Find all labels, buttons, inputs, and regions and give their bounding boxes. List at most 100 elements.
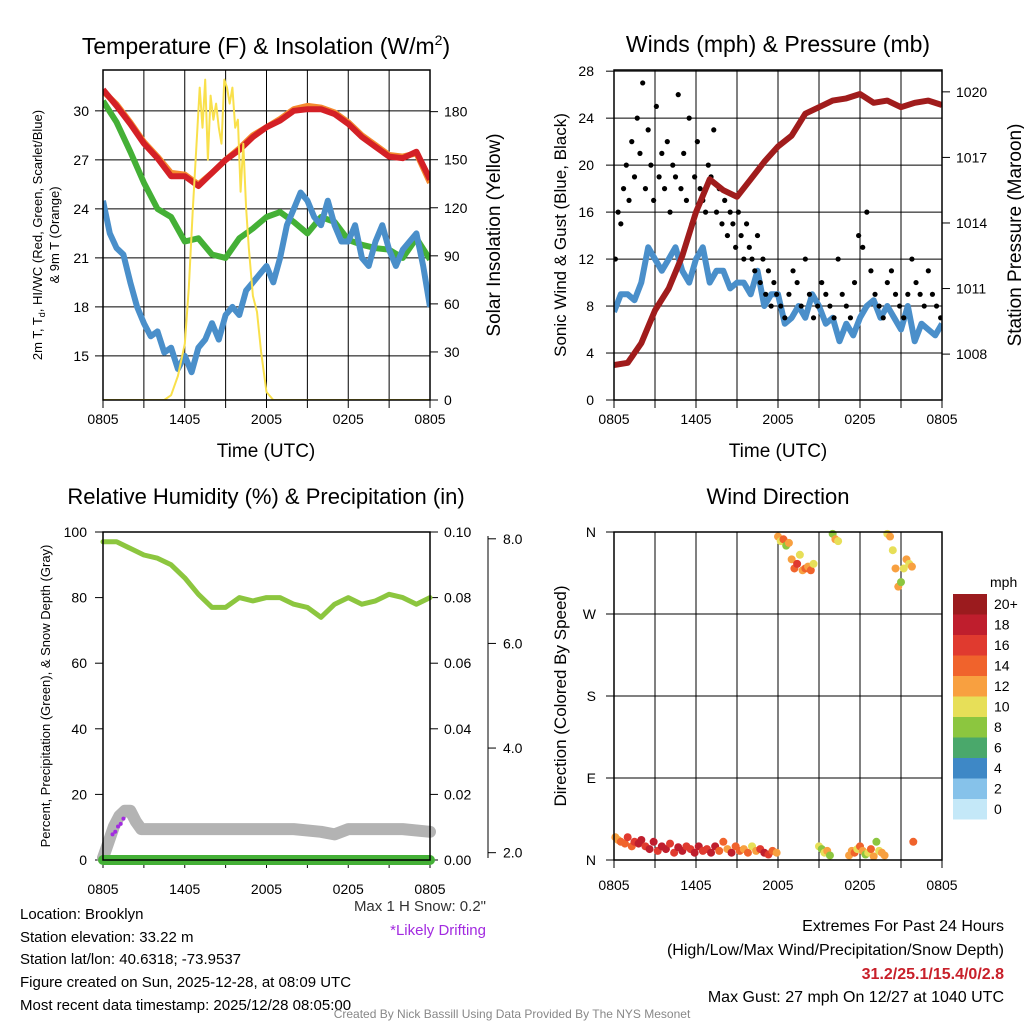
- y2-tick-label: 1020: [956, 84, 987, 100]
- info-latlon: Station lat/lon: 40.6318; -73.9537: [20, 951, 242, 968]
- direction-point: [886, 532, 895, 541]
- y-tick-label: 16: [578, 204, 594, 220]
- y-tick-label: S: [587, 688, 596, 704]
- gust-point: [905, 291, 911, 297]
- gust-point: [810, 315, 817, 321]
- direction-point: [772, 848, 781, 857]
- gust-point: [917, 291, 923, 297]
- gust-point: [713, 209, 720, 215]
- direction-point: [899, 564, 908, 573]
- direction-point: [649, 837, 658, 846]
- series-2m-t: [103, 87, 430, 189]
- y-tick-label: 15: [73, 348, 89, 364]
- gust-point: [642, 186, 649, 192]
- x-tick-label: 0205: [333, 411, 364, 427]
- y-tick-label: 0: [586, 392, 594, 408]
- gust-point: [692, 174, 698, 180]
- info-location: Location: Brooklyn: [20, 906, 144, 923]
- y-tick-label: 20: [578, 157, 594, 173]
- drifting-point: [121, 816, 126, 821]
- gust-point: [738, 232, 744, 239]
- y-tick-label: 12: [578, 251, 594, 267]
- series-relative-humidity: [100, 539, 433, 620]
- direction-point: [719, 837, 728, 846]
- gust-point: [786, 291, 792, 297]
- gust-point: [746, 244, 752, 250]
- legend-label: 6: [994, 740, 1002, 756]
- x-tick-label: 0805: [598, 877, 629, 893]
- y-tick-label: 24: [73, 201, 89, 217]
- direction-point: [834, 537, 843, 546]
- x-tick-label: 0805: [926, 411, 957, 427]
- gust-point: [843, 303, 849, 309]
- y2-tick-label: 60: [444, 296, 460, 312]
- y2-axis-label: Station Pressure (Maroon): [1005, 124, 1024, 347]
- drifting-point: [113, 829, 118, 834]
- y-tick-label: 80: [71, 590, 87, 606]
- direction-point: [707, 848, 716, 857]
- y2-tick-label: 0.08: [444, 590, 471, 606]
- legend-swatch: [953, 696, 987, 717]
- x-tick-label: 1405: [169, 881, 200, 897]
- gust-point: [631, 174, 638, 180]
- y2-tick-label: 1011: [956, 281, 986, 297]
- legend-swatch: [953, 758, 987, 779]
- direction-point: [743, 848, 752, 857]
- gust-point: [661, 186, 668, 192]
- gust-point: [802, 256, 808, 262]
- x-tick-label: 1405: [680, 411, 711, 427]
- y2-tick-label: 0.00: [444, 852, 471, 868]
- y2-tick-label: 0.06: [444, 655, 471, 671]
- gust-point: [760, 256, 766, 262]
- series-snow-depth: [97, 804, 436, 864]
- gust-point: [835, 256, 841, 262]
- extremes-subtitle: (High/Low/Max Wind/Precipitation/Snow De…: [666, 942, 1004, 959]
- chart-title-wind-direction: Wind Direction: [706, 484, 849, 509]
- legend-swatch: [953, 717, 987, 738]
- direction-point: [795, 550, 804, 559]
- legend-label: 18: [994, 617, 1010, 633]
- x-axis-label: Time (UTC): [217, 441, 316, 462]
- y-tick-label: 20: [71, 786, 87, 802]
- direction-point: [891, 564, 900, 573]
- direction-point: [670, 848, 679, 857]
- gust-point: [757, 279, 763, 286]
- drifting-point: [115, 824, 120, 829]
- gust-point: [823, 291, 829, 297]
- gust-point: [645, 127, 651, 133]
- plot-frame: [102, 531, 431, 861]
- direction-point: [637, 835, 646, 844]
- gust-point: [705, 162, 711, 168]
- gust-point: [670, 162, 676, 168]
- y-tick-label: W: [583, 606, 597, 622]
- y-axis-label: 2m T, Td, HI/WC (Red, Green, Scarlet/Blu…: [30, 110, 47, 360]
- legend-swatch: [953, 778, 987, 799]
- x-tick-label: 0205: [844, 877, 875, 893]
- gust-point: [763, 291, 769, 297]
- chart-title-temperature: Temperature (F) & Insolation (W/m2): [82, 32, 450, 59]
- series-solar-insolation: [103, 78, 430, 400]
- legend-label: 10: [994, 699, 1010, 715]
- direction-point: [690, 848, 699, 857]
- gust-point: [798, 303, 804, 309]
- x-tick-label: 2005: [251, 411, 282, 427]
- y2-tick-label: 90: [444, 248, 460, 264]
- x-tick-label: 2005: [251, 881, 282, 897]
- x-tick-label: 0805: [926, 877, 957, 893]
- gust-point: [664, 139, 670, 145]
- chart-title-winds: Winds (mph) & Pressure (mb): [626, 31, 930, 57]
- direction-point: [888, 546, 897, 555]
- gust-point: [819, 279, 825, 286]
- y-tick-label: 30: [73, 103, 89, 119]
- legend-swatch: [953, 635, 987, 656]
- legend-swatch: [953, 594, 987, 615]
- x-tick-label: 2005: [762, 877, 793, 893]
- y2-tick-label: 0.10: [444, 524, 471, 540]
- gust-point: [727, 209, 733, 215]
- gust-point: [719, 221, 725, 227]
- legend-swatch: [953, 737, 987, 758]
- x-tick-label: 1405: [680, 877, 711, 893]
- gust-point: [929, 291, 936, 297]
- gust-point: [790, 268, 796, 274]
- credit: Created By Nick Bassill Using Data Provi…: [333, 1007, 691, 1021]
